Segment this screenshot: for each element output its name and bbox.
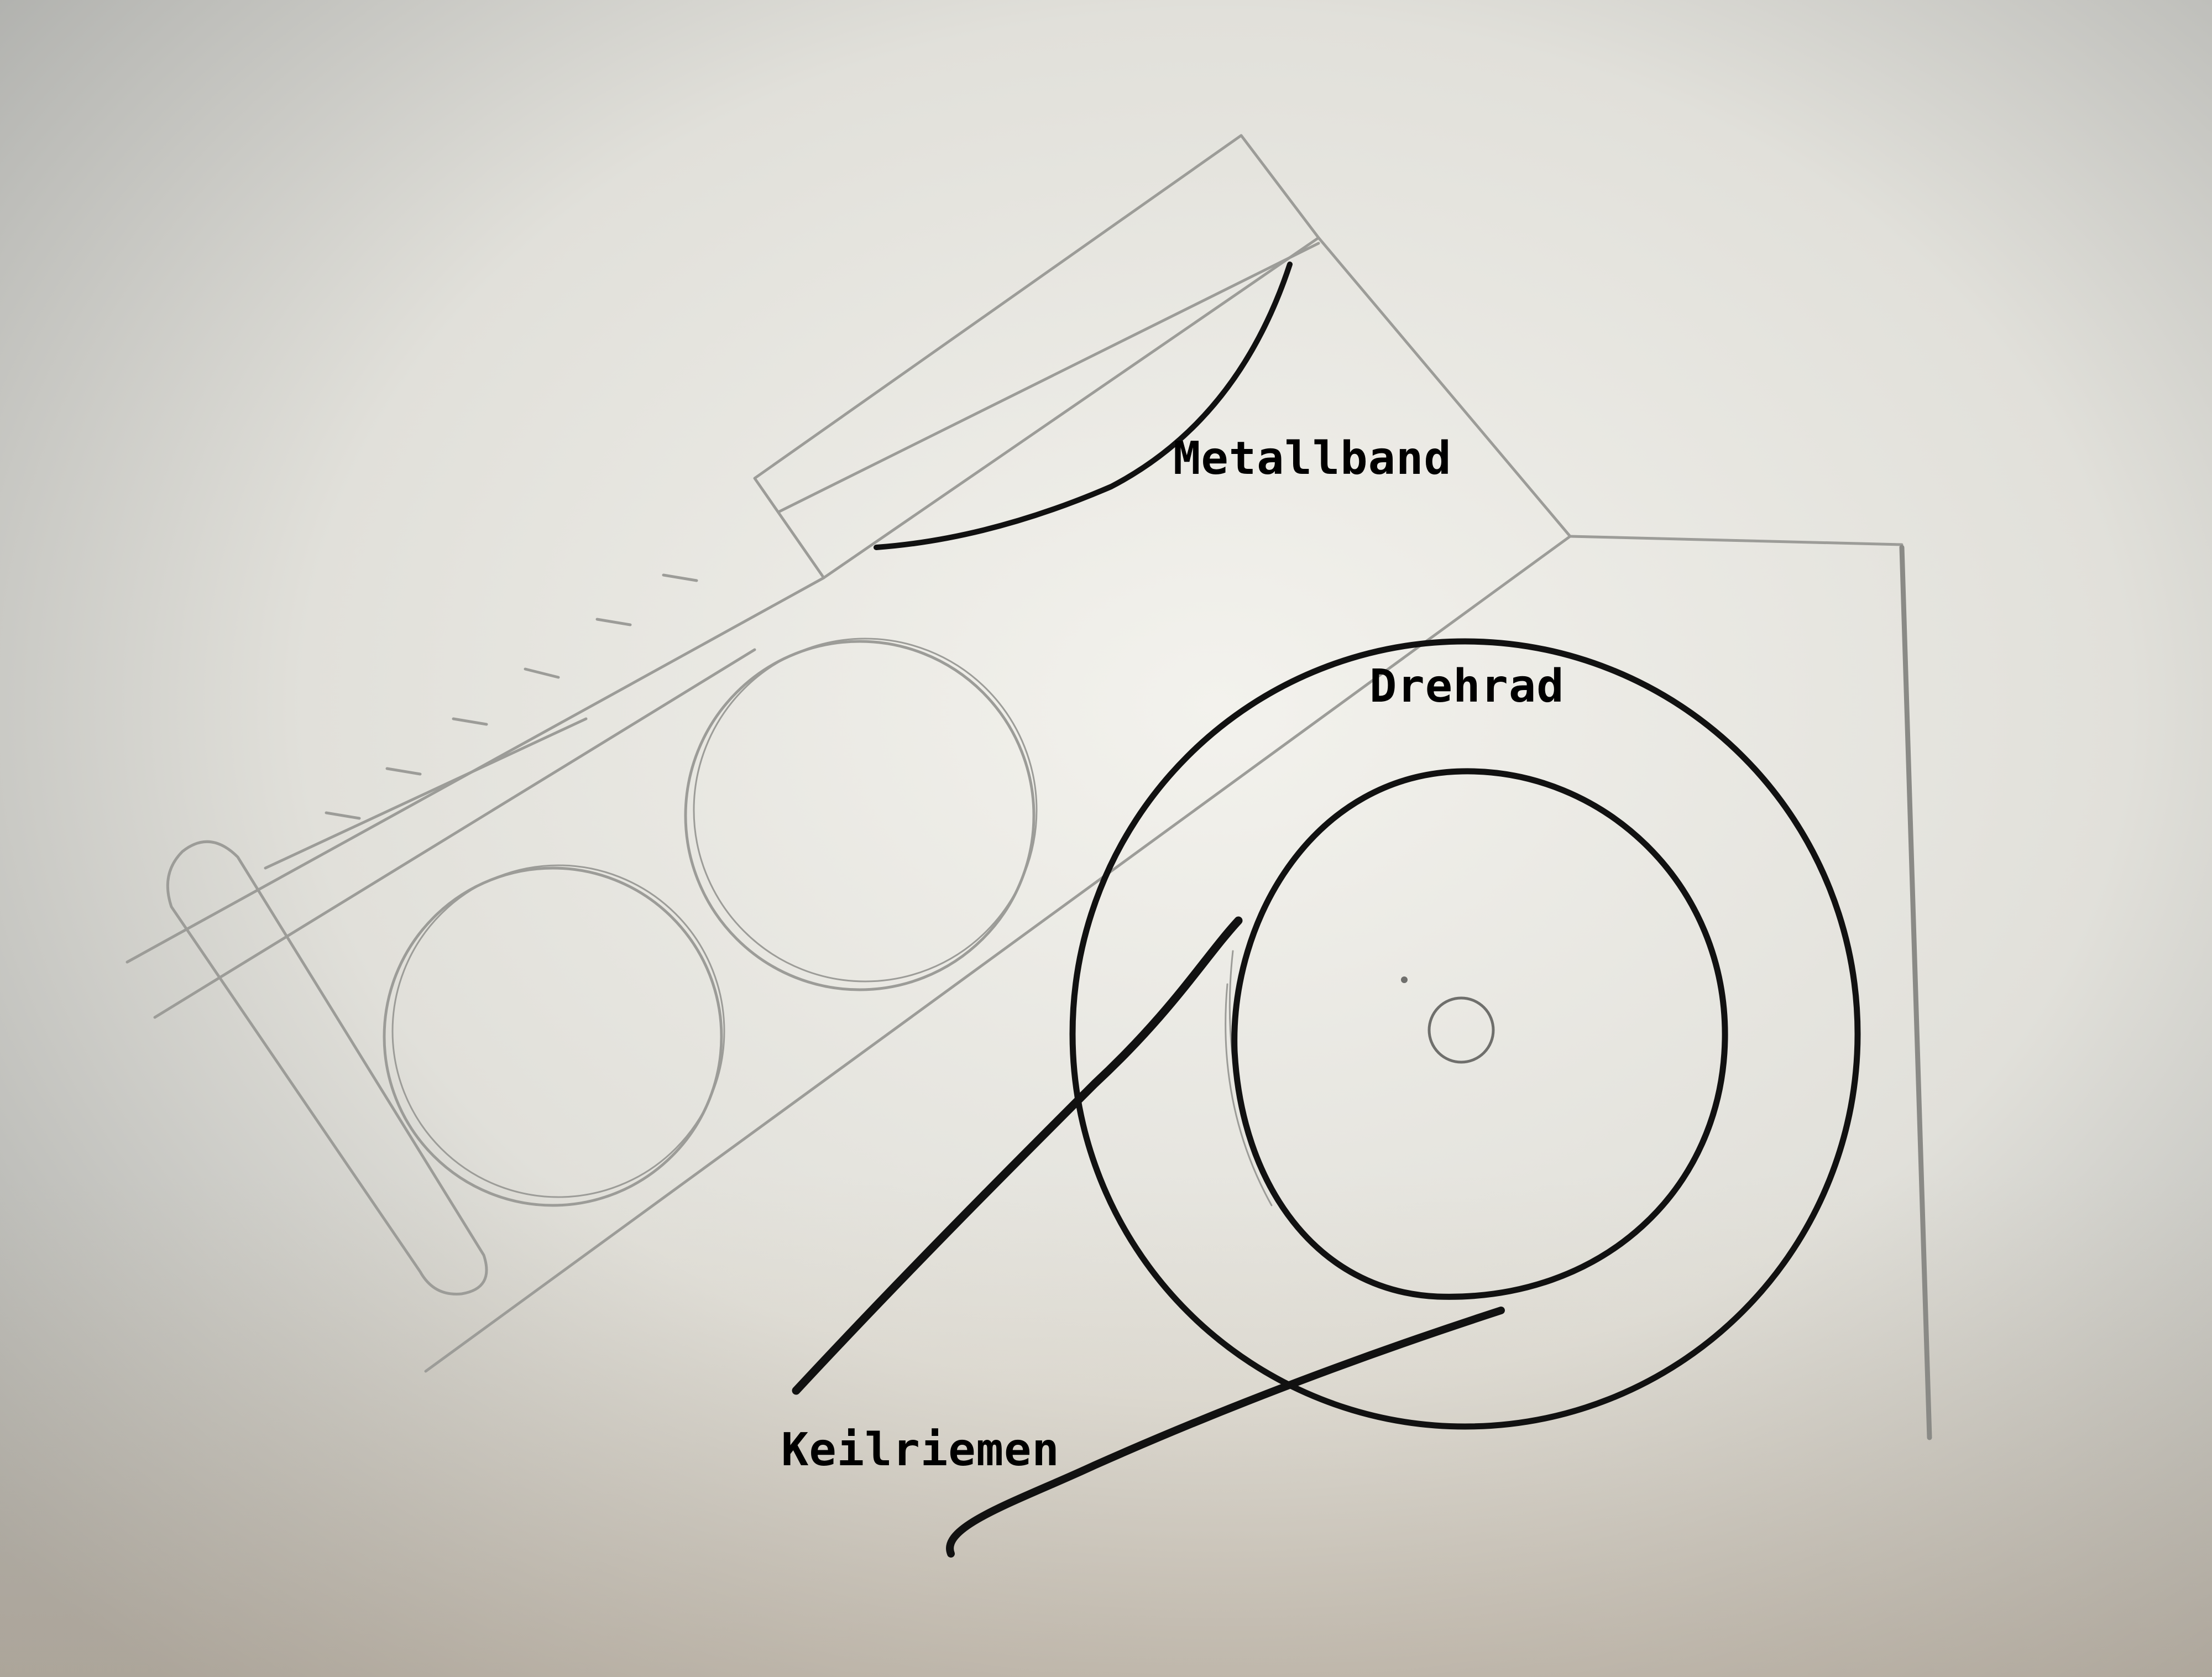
- wheel-center-dot: [1401, 976, 1408, 983]
- v-belt-lower-strand: [946, 1307, 1505, 1558]
- roller-left: [383, 866, 723, 1207]
- right-plate-edge: [1899, 545, 1932, 1440]
- hatching: [325, 573, 698, 820]
- label-v-belt: Keilriemen: [781, 1424, 1060, 1476]
- roller-middle: [684, 640, 1036, 991]
- turn-wheel-outer: [1069, 638, 1861, 1430]
- housing-guide-line: [264, 717, 588, 870]
- turn-wheel-inner: [1231, 768, 1728, 1300]
- metal-band-stroke: [874, 262, 1293, 550]
- housing-upper-edge-2: [153, 648, 756, 1019]
- label-metal-band: Metallband: [1173, 432, 1452, 485]
- housing-right-edge: [1568, 535, 1904, 546]
- housing-top-edge: [1317, 236, 1572, 538]
- roller-left-trace: [391, 864, 725, 1198]
- label-turn-wheel: Drehrad: [1369, 660, 1565, 713]
- wheel-hub: [1427, 996, 1495, 1064]
- roller-middle-trace: [693, 638, 1038, 983]
- v-belt-upper-strand: [792, 916, 1243, 1395]
- housing-lower-edge: [424, 535, 1572, 1373]
- lever-outline: [166, 840, 488, 1295]
- top-slab-inner-line: [778, 242, 1320, 513]
